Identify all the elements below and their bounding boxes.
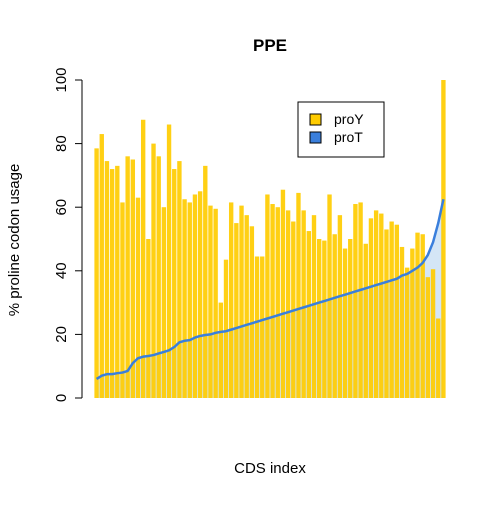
proY-bar: [94, 148, 99, 398]
proY-bar: [192, 194, 198, 398]
y-axis: 0 20 40 60 80 100: [53, 67, 83, 402]
y-tick-label: 60: [53, 199, 70, 216]
proY-bar: [249, 226, 255, 398]
proY-bar: [353, 204, 358, 398]
proY-bar: [140, 119, 146, 398]
legend-label-proT: proT: [334, 129, 363, 145]
proY-bar: [394, 224, 400, 398]
y-tick-label: 40: [53, 262, 70, 279]
proY-bar: [208, 205, 213, 398]
proY-bar: [425, 277, 431, 398]
proY-bar: [301, 210, 306, 398]
proY-bar: [285, 210, 291, 398]
legend-swatch-proT: [309, 131, 322, 144]
proY-bar: [415, 232, 420, 398]
proY-bar: [223, 259, 229, 398]
proY-bar: [218, 302, 224, 398]
proY-bar: [358, 202, 363, 398]
proY-bar: [239, 205, 244, 398]
legend: proY proT: [297, 101, 385, 158]
proY-bar: [337, 215, 343, 398]
proY-bar: [197, 191, 203, 398]
proY-bar: [234, 223, 239, 398]
proY-bar: [420, 234, 425, 398]
proY-bar: [275, 207, 280, 398]
proY-bar: [109, 169, 115, 398]
proY-bar: [363, 243, 368, 398]
proY-bar: [104, 161, 110, 398]
proY-bar: [182, 199, 187, 398]
proY-bar: [342, 248, 348, 398]
proY-bar: [120, 202, 125, 398]
proY-bar: [260, 256, 265, 398]
proY-bar: [296, 192, 301, 398]
proT-line-layer: [95, 198, 445, 380]
proY-bar: [348, 239, 353, 398]
proY-bar: [203, 165, 208, 398]
proY-bar: [311, 215, 317, 398]
proY-bar: [166, 124, 172, 399]
proY-bar: [399, 246, 405, 398]
proY-bar: [244, 215, 249, 398]
y-tick-label: 0: [53, 394, 70, 402]
proY-bar: [441, 80, 446, 398]
proY-bar: [161, 207, 167, 398]
proY-bar: [172, 169, 177, 398]
proY-bar: [254, 256, 260, 398]
proY-bar: [384, 229, 389, 398]
proY-bar: [146, 239, 151, 398]
proY-bar: [187, 202, 192, 398]
proY-bar: [130, 159, 136, 398]
legend-label-proY: proY: [334, 111, 364, 127]
proY-bar: [99, 134, 104, 398]
legend-swatch-proY: [309, 113, 322, 126]
chart-title: PPE: [253, 36, 287, 55]
proY-bar: [135, 197, 141, 398]
proY-bar: [410, 248, 415, 398]
proY-bar: [389, 221, 394, 398]
proY-bar: [430, 269, 436, 398]
proY-bar: [156, 156, 161, 398]
proY-bar: [125, 156, 130, 398]
y-tick-label: 80: [53, 135, 70, 152]
proY-bar: [213, 208, 218, 398]
y-tick-label: 20: [53, 326, 70, 343]
proY-bar: [316, 239, 322, 398]
proY-bar: [306, 231, 312, 398]
proY-bar: [228, 202, 234, 398]
proY-bar: [151, 143, 156, 398]
x-axis-label: CDS index: [234, 460, 306, 477]
y-tick-label: 100: [53, 67, 70, 92]
proY-bar: [115, 165, 120, 398]
proY-bar: [270, 204, 275, 398]
proY-bar: [327, 194, 332, 398]
proY-bar: [379, 213, 384, 398]
proY-bar: [436, 318, 441, 398]
proY-bar: [373, 210, 379, 398]
proY-bar: [332, 234, 337, 398]
proT-line: [95, 198, 445, 380]
y-axis-label: % proline codon usage: [6, 164, 23, 317]
proY-bar: [280, 189, 286, 398]
proY-bar: [265, 194, 270, 398]
proY-bar: [177, 161, 182, 398]
proY-bar: [404, 267, 410, 398]
legend-box: [297, 101, 385, 158]
proY-bar: [368, 218, 374, 398]
proY-bar: [322, 240, 327, 398]
